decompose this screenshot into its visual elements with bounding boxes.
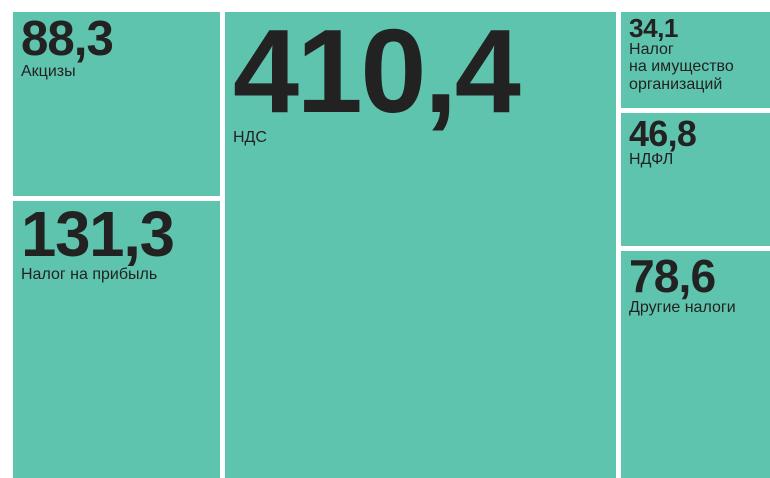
tile: 88,3 Акцизы — [13, 12, 220, 197]
category-label: Налог на прибыль — [21, 265, 158, 283]
value-label: 410,4 — [232, 12, 521, 138]
value-label: 46,8 — [629, 112, 697, 154]
category-label: Акцизы — [21, 62, 76, 80]
value-label: 34,1 — [629, 13, 678, 43]
tile: 46,8 НДФЛ — [621, 112, 770, 246]
value-label: 78,6 — [629, 250, 716, 302]
value-label: 88,3 — [21, 12, 114, 66]
category-label: Налог на имущество организаций — [629, 40, 734, 94]
category-label: НДФЛ — [629, 150, 674, 168]
tile: 78,6 Другие налоги — [621, 250, 770, 478]
tile: 131,3 Налог на прибыль — [13, 201, 220, 478]
tile: 34,1 Налог на имущество организаций — [621, 12, 770, 108]
category-label: Другие налоги — [629, 298, 736, 316]
tile: 410,4 НДС — [224, 12, 617, 478]
value-label: 131,3 — [21, 201, 175, 271]
category-label: НДС — [232, 128, 267, 146]
